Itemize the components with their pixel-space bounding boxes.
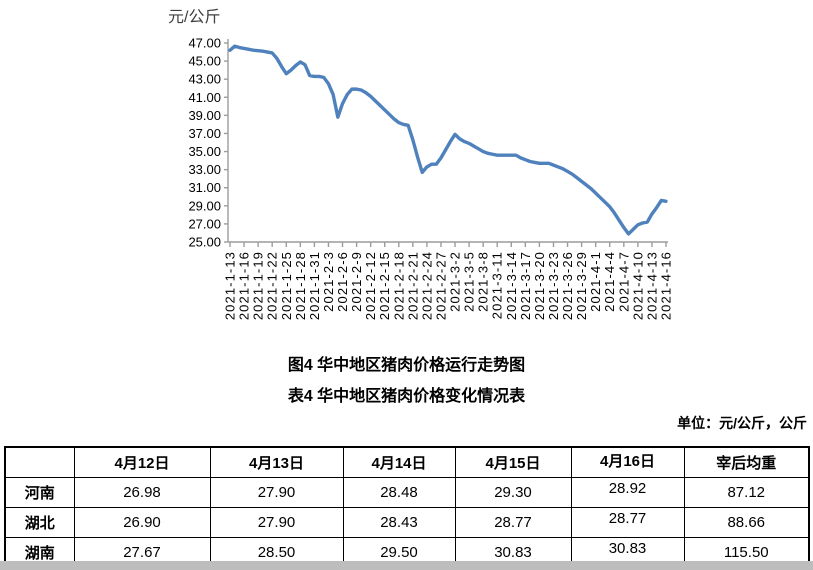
y-tick-label: 29.00 <box>188 198 221 213</box>
figure-title: 图4 华中地区猪肉价格运行走势图 <box>287 357 526 374</box>
value-cell: 27.90 <box>209 477 344 508</box>
x-tick-label: 2021-4-1 <box>588 251 603 312</box>
x-tick-label: 2021-4-7 <box>616 251 631 312</box>
x-tick-label: 2021-3-8 <box>476 251 491 312</box>
y-tick-label: 35.00 <box>188 144 221 159</box>
x-tick-label: 2021-1-22 <box>265 251 280 320</box>
price-table-body: 河南 26.98 27.90 28.48 29.30 28.92 87.12 湖北 26.90 2… <box>4 477 810 569</box>
price-table: 4月12日 4月13日 4月14日 4月15日 4月16日 宰后均重 河南 26.98 27.… <box>4 446 810 569</box>
column-header: 宰后均重 <box>683 446 810 478</box>
value-cell: 28.43 <box>342 507 456 538</box>
value-cell: 88.66 <box>683 507 810 538</box>
x-tick-label: 2021-2-6 <box>335 251 350 312</box>
price-table-head: 4月12日 4月13日 4月14日 4月15日 4月16日 宰后均重 <box>4 446 810 478</box>
x-tick-label: 2021-3-2 <box>448 251 463 312</box>
y-tick-label: 45.00 <box>188 54 221 69</box>
y-tick-label: 27.00 <box>188 216 221 231</box>
price-trend-chart: 元/公斤 47.00 45.00 43.00 41.00 39.00 37.00 35.00 3… <box>168 8 674 320</box>
column-header: 4月12日 <box>73 446 211 478</box>
y-tick-label: 33.00 <box>188 162 221 177</box>
column-header: 4月15日 <box>454 446 572 478</box>
x-tick-label: 2021-1-16 <box>237 251 252 320</box>
x-tick-label: 2021-2-24 <box>419 251 434 320</box>
row-header: 湖北 <box>4 507 75 538</box>
table-header-row: 4月12日 4月13日 4月14日 4月15日 4月16日 宰后均重 <box>4 446 810 478</box>
corner-cell <box>4 446 75 478</box>
x-tick-label: 2021-2-3 <box>321 251 336 312</box>
column-header: 4月13日 <box>209 446 344 478</box>
x-tick-label: 2021-4-4 <box>602 251 617 312</box>
unit-note: 单位：元/公斤，公斤 <box>677 415 807 431</box>
y-axis-title: 元/公斤 <box>168 8 220 26</box>
x-tick-label: 2021-3-26 <box>560 251 575 320</box>
value-cell: 28.77 <box>570 507 685 538</box>
x-tick-label: 2021-4-13 <box>644 251 659 320</box>
x-tick-label: 2021-1-19 <box>251 251 266 320</box>
column-header: 4月14日 <box>342 446 456 478</box>
x-tick-label: 2021-2-21 <box>405 251 420 320</box>
x-tick-label: 2021-1-25 <box>279 251 294 320</box>
x-tick-label: 2021-2-27 <box>433 251 448 320</box>
x-tick-label: 2021-1-28 <box>293 251 308 320</box>
x-tick-label: 2021-4-16 <box>659 251 674 320</box>
x-tick-label: 2021-3-29 <box>574 251 589 320</box>
x-tick-label: 2021-4-10 <box>630 251 645 320</box>
column-header: 4月16日 <box>570 446 685 478</box>
x-tick-label: 2021-3-23 <box>546 251 561 320</box>
value-cell: 28.77 <box>454 507 572 538</box>
table-row: 河南 26.98 27.90 28.48 29.30 28.92 87.12 <box>4 477 810 508</box>
y-tick-label: 41.00 <box>188 90 221 105</box>
x-tick-label: 2021-3-20 <box>532 251 547 320</box>
y-tick-label: 39.00 <box>188 108 221 123</box>
x-tick-label: 2021-2-9 <box>349 251 364 312</box>
x-tick-label: 2021-3-17 <box>518 251 533 320</box>
y-tick-label: 47.00 <box>188 36 221 51</box>
x-tick-label: 2021-2-18 <box>391 251 406 320</box>
table-title: 表4 华中地区猪肉价格变化情况表 <box>287 388 526 405</box>
bottom-gray-strip <box>0 561 813 570</box>
value-cell: 28.92 <box>570 477 685 508</box>
value-cell: 27.90 <box>209 507 344 538</box>
table-row: 湖北 26.90 27.90 28.43 28.77 28.77 88.66 <box>4 507 810 538</box>
x-tick-label: 2021-3-5 <box>462 251 477 312</box>
x-tick-label: 2021-2-12 <box>363 251 378 320</box>
value-cell: 28.48 <box>342 477 456 508</box>
price-line-series <box>228 44 668 236</box>
x-tick-label: 2021-2-15 <box>377 251 392 320</box>
x-tick-label: 2021-3-14 <box>504 251 519 320</box>
x-tick-label: 2021-3-11 <box>490 251 505 319</box>
y-tick-label: 25.00 <box>188 235 221 250</box>
y-tick-label: 37.00 <box>188 126 221 141</box>
x-tick-label: 2021-1-31 <box>307 251 322 320</box>
value-cell: 87.12 <box>683 477 810 508</box>
row-header: 河南 <box>4 477 75 508</box>
x-tick-label: 2021-1-13 <box>223 251 238 320</box>
price-trend-chart-area: 元/公斤 47.00 45.00 43.00 41.00 39.00 37.00 35.00 3… <box>168 8 674 320</box>
y-tick-label: 31.00 <box>188 180 221 195</box>
value-cell: 26.90 <box>73 507 211 538</box>
y-tick-label: 43.00 <box>188 72 221 87</box>
value-cell: 26.98 <box>73 477 211 508</box>
value-cell: 29.30 <box>454 477 572 508</box>
